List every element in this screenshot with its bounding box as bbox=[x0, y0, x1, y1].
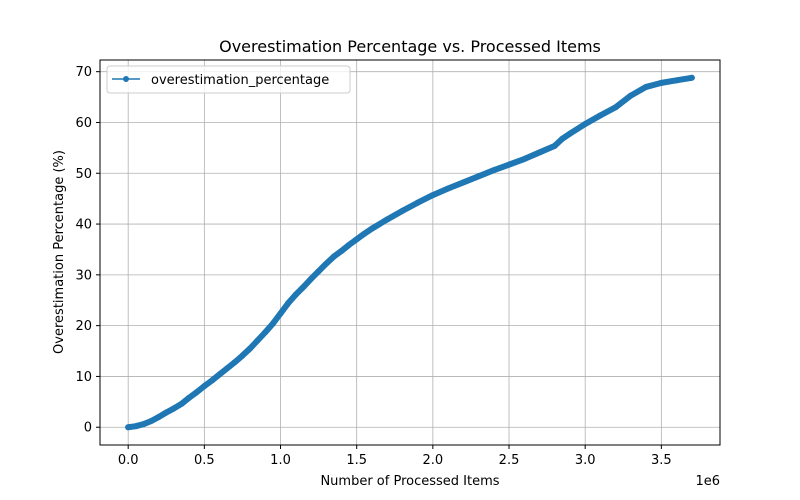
x-axis-label: Number of Processed Items bbox=[320, 474, 499, 489]
legend-marker-swatch bbox=[123, 76, 129, 82]
x-tick-label: 3.5 bbox=[651, 453, 672, 468]
y-tick-label: 20 bbox=[75, 319, 92, 334]
data-point bbox=[239, 352, 246, 359]
data-point bbox=[566, 130, 573, 137]
plot-area bbox=[125, 74, 695, 431]
x-tick-label: 0.5 bbox=[194, 453, 215, 468]
axes-frame bbox=[99, 59, 721, 446]
x-tick-label: 3.0 bbox=[575, 453, 596, 468]
data-point bbox=[536, 149, 543, 156]
data-point bbox=[285, 300, 292, 307]
data-point bbox=[643, 83, 650, 90]
data-point bbox=[582, 121, 589, 127]
data-point bbox=[688, 74, 695, 81]
data-point bbox=[627, 92, 634, 99]
data-point bbox=[353, 236, 360, 243]
data-point bbox=[170, 405, 177, 412]
data-point bbox=[346, 241, 353, 248]
x-tick-label: 0.0 bbox=[118, 453, 139, 468]
x-tick-label: 2.5 bbox=[499, 453, 520, 468]
data-point bbox=[292, 291, 299, 298]
data-point bbox=[673, 77, 680, 84]
y-tick-label: 60 bbox=[75, 116, 92, 131]
grid bbox=[100, 60, 720, 445]
data-point bbox=[445, 185, 452, 192]
legend-label: overestimation_percentage bbox=[151, 73, 329, 88]
data-point bbox=[384, 216, 391, 223]
data-point bbox=[132, 423, 139, 430]
data-point bbox=[521, 156, 528, 163]
data-point bbox=[125, 424, 132, 431]
data-point bbox=[460, 179, 467, 186]
x-axis-ticks: 0.0 0.5 1.0 1.5 2.0 2.5 3.0 3.5 bbox=[118, 445, 672, 468]
data-point bbox=[475, 173, 482, 180]
y-tick-label: 40 bbox=[75, 218, 92, 233]
data-point bbox=[300, 284, 307, 291]
data-point bbox=[193, 389, 200, 396]
data-point bbox=[155, 414, 162, 421]
data-point bbox=[330, 253, 337, 260]
data-point bbox=[323, 260, 330, 267]
x-axis-offset-label: 1e6 bbox=[695, 474, 720, 489]
data-point bbox=[224, 365, 231, 372]
data-point bbox=[612, 104, 619, 111]
y-tick-label: 10 bbox=[75, 370, 92, 385]
data-point bbox=[269, 320, 276, 327]
legend-box bbox=[106, 65, 351, 94]
x-tick-label: 1.0 bbox=[270, 453, 291, 468]
data-point bbox=[307, 275, 314, 282]
data-point bbox=[140, 421, 147, 428]
data-point bbox=[597, 112, 604, 119]
data-point bbox=[148, 418, 155, 425]
data-point bbox=[338, 247, 345, 254]
data-point bbox=[247, 345, 254, 352]
y-tick-label: 70 bbox=[75, 65, 92, 80]
chart-title: Overestimation Percentage vs. Processed … bbox=[219, 37, 601, 56]
data-point bbox=[559, 135, 566, 142]
data-point bbox=[506, 161, 513, 168]
data-point bbox=[186, 394, 193, 401]
data-point bbox=[262, 329, 269, 336]
y-tick-label: 30 bbox=[75, 268, 92, 283]
data-point bbox=[551, 142, 558, 149]
data-point bbox=[414, 199, 421, 206]
legend: overestimation_percentage bbox=[106, 65, 351, 94]
data-point bbox=[361, 230, 368, 237]
data-point bbox=[368, 225, 375, 232]
data-point bbox=[658, 79, 665, 86]
data-point bbox=[399, 207, 406, 214]
data-point bbox=[429, 192, 436, 199]
data-point bbox=[490, 167, 497, 174]
x-tick-label: 2.0 bbox=[423, 453, 444, 468]
y-axis-ticks: 0 10 20 30 40 50 60 70 bbox=[75, 65, 100, 436]
y-axis-label: Overestimation Percentage (%) bbox=[52, 150, 67, 354]
data-point bbox=[231, 359, 238, 366]
data-point bbox=[178, 400, 185, 407]
data-point bbox=[315, 268, 322, 275]
y-tick-label: 0 bbox=[84, 421, 92, 436]
y-tick-label: 50 bbox=[75, 167, 92, 182]
data-point bbox=[277, 310, 284, 317]
data-point bbox=[163, 409, 170, 416]
data-point bbox=[254, 337, 261, 344]
data-point bbox=[216, 371, 223, 378]
x-tick-label: 1.5 bbox=[346, 453, 367, 468]
data-point bbox=[208, 377, 215, 384]
data-point bbox=[201, 383, 208, 390]
